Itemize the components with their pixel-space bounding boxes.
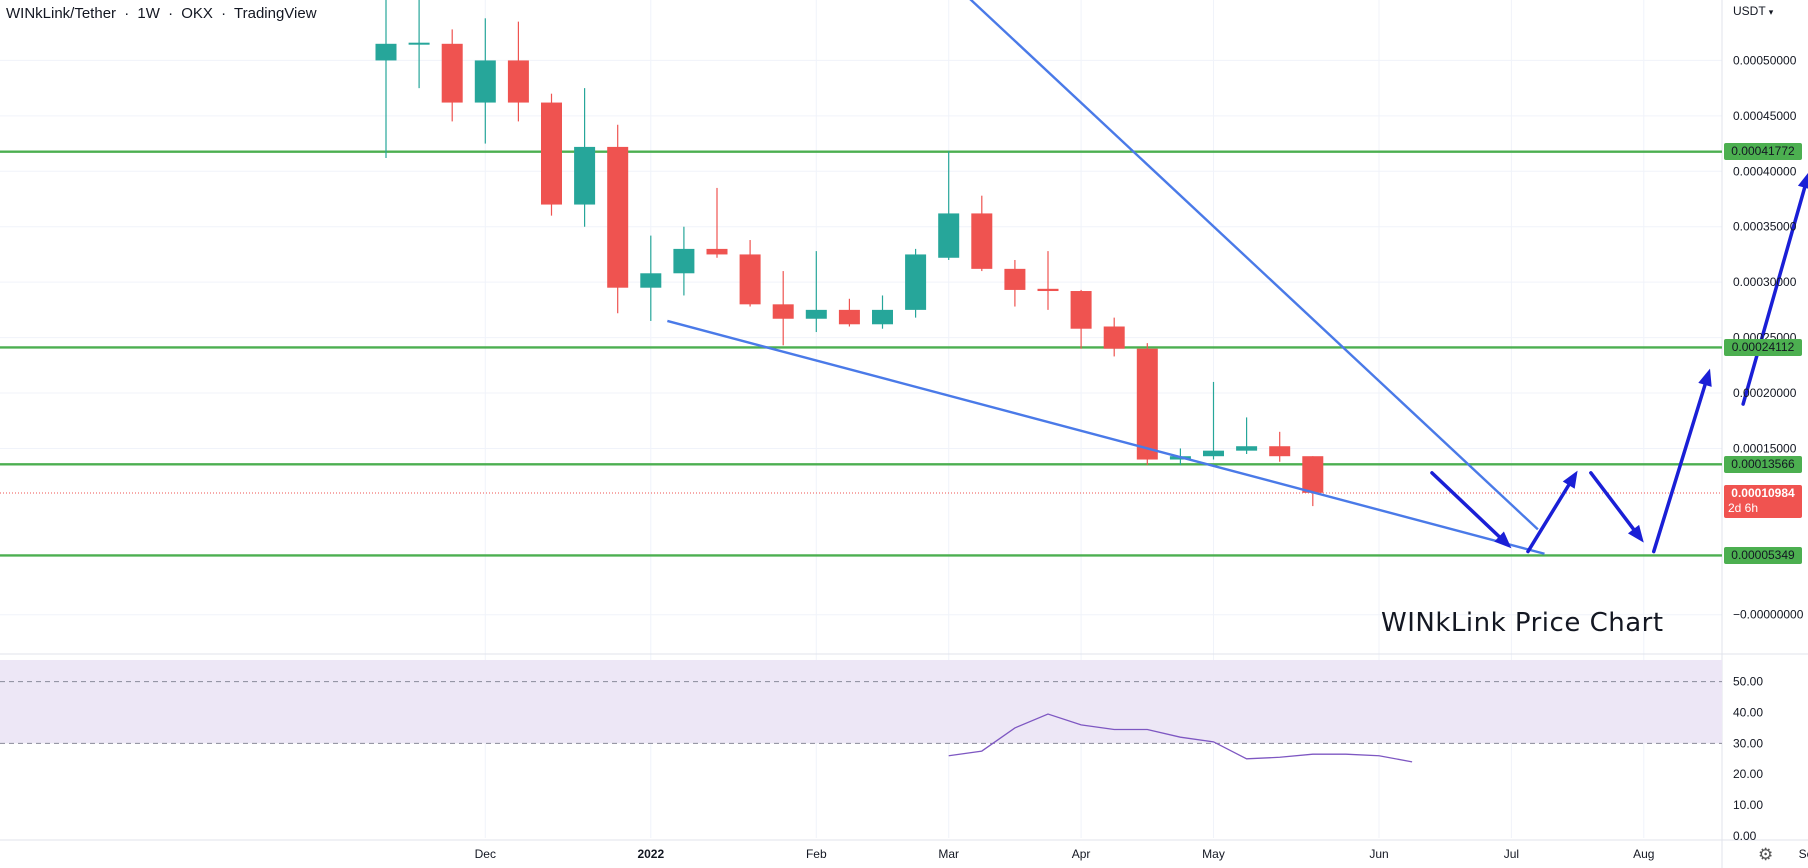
price-tick-label: 0.00040000 bbox=[1733, 164, 1797, 178]
rsi-tick-label: 10.00 bbox=[1733, 798, 1763, 812]
projection-arrow bbox=[1741, 185, 1807, 406]
platform-label: TradingView bbox=[234, 5, 317, 22]
candle-body bbox=[1269, 446, 1291, 457]
arrow-head bbox=[1627, 524, 1644, 543]
time-tick-label: 2022 bbox=[637, 847, 664, 861]
trendline bbox=[667, 319, 1545, 555]
candle-body bbox=[673, 248, 695, 274]
candle-body bbox=[375, 43, 397, 61]
rsi-tick-label: 20.00 bbox=[1733, 767, 1763, 781]
rsi-tick-label: 0.00 bbox=[1733, 829, 1757, 843]
level-price-badge: 0.00013566 bbox=[1724, 455, 1802, 473]
exchange-label: OKX bbox=[181, 5, 213, 22]
candle-body bbox=[1004, 268, 1026, 290]
candle-body bbox=[1203, 450, 1224, 457]
candle-body bbox=[872, 309, 893, 325]
rsi-tick-label: 50.00 bbox=[1733, 675, 1763, 689]
chart-caption: WINkLink Price Chart bbox=[1381, 608, 1664, 638]
header-separator: · bbox=[221, 5, 227, 22]
candle-body bbox=[640, 273, 662, 288]
rsi-tick-label: 40.00 bbox=[1733, 705, 1763, 719]
arrow-head bbox=[1797, 172, 1808, 189]
arrow-head bbox=[1494, 531, 1512, 549]
price-tick-label: 0.00035000 bbox=[1733, 220, 1797, 234]
price-tick-label: 0.00020000 bbox=[1733, 386, 1797, 400]
candle-body bbox=[1302, 456, 1324, 493]
candle-body bbox=[541, 102, 562, 205]
candle-body bbox=[971, 213, 993, 269]
gear-icon[interactable]: ⚙ bbox=[1758, 845, 1774, 864]
price-tick-label: −0.00000000 bbox=[1733, 608, 1804, 622]
trendline bbox=[969, 0, 1539, 531]
time-tick-label: Mar bbox=[938, 847, 959, 861]
rsi-line bbox=[948, 713, 1413, 763]
candle-body bbox=[1037, 288, 1059, 292]
candle-body bbox=[507, 60, 529, 103]
level-price-badge: 0.00024112 bbox=[1724, 338, 1802, 356]
currency-label: USDT bbox=[1733, 4, 1766, 18]
header-separator: · bbox=[168, 5, 174, 22]
header-separator: · bbox=[124, 5, 130, 22]
price-tick-label: 0.00045000 bbox=[1733, 109, 1797, 123]
candle-body bbox=[805, 309, 827, 319]
projection-arrow bbox=[1651, 383, 1707, 554]
currency-selector[interactable]: USDT ▾ bbox=[1733, 4, 1773, 18]
candle-body bbox=[1236, 446, 1258, 451]
time-tick-label: Dec bbox=[475, 847, 496, 861]
candle-body bbox=[408, 42, 430, 45]
time-tick-label: Sep bbox=[1799, 847, 1808, 861]
chevron-down-icon: ▾ bbox=[1768, 7, 1774, 17]
time-tick-label: Feb bbox=[806, 847, 827, 861]
candle-body bbox=[1070, 291, 1092, 329]
last-price-badge: 0.00010984 2d 6h bbox=[1724, 484, 1802, 518]
candle-body bbox=[1136, 348, 1158, 460]
projection-arrow bbox=[1589, 471, 1636, 531]
rsi-tick-label: 30.00 bbox=[1733, 736, 1763, 750]
symbol-pair[interactable]: WINkLink/Tether bbox=[6, 5, 117, 22]
arrow-head bbox=[1562, 470, 1578, 489]
time-tick-label: Jun bbox=[1369, 847, 1388, 861]
candle-body bbox=[1103, 326, 1125, 349]
time-tick-label: Jul bbox=[1504, 847, 1519, 861]
candle-body bbox=[772, 304, 794, 319]
candle-body bbox=[905, 254, 927, 310]
candle-body bbox=[474, 60, 496, 103]
candle-body bbox=[607, 146, 629, 288]
projection-arrow bbox=[1430, 471, 1501, 539]
chart-header: WINkLink/Tether · 1W · OKX · TradingView bbox=[6, 5, 317, 22]
time-tick-label: Apr bbox=[1072, 847, 1091, 861]
candle-body bbox=[938, 213, 960, 258]
bar-countdown: 2d 6h bbox=[1728, 500, 1759, 515]
last-price-value: 0.00010984 bbox=[1731, 485, 1795, 500]
time-tick-label: Aug bbox=[1633, 847, 1654, 861]
price-tick-label: 0.00050000 bbox=[1733, 53, 1797, 67]
price-tick-label: 0.00030000 bbox=[1733, 275, 1797, 289]
level-price-badge: 0.00005349 bbox=[1724, 546, 1802, 564]
arrow-head bbox=[1698, 368, 1712, 387]
projection-arrow bbox=[1526, 483, 1571, 554]
candle-body bbox=[441, 43, 463, 103]
price-tick-label: 0.00015000 bbox=[1733, 441, 1797, 455]
rsi-band bbox=[0, 660, 1722, 744]
candle-body bbox=[838, 309, 860, 325]
level-price-badge: 0.00041772 bbox=[1724, 143, 1802, 161]
candle-body bbox=[574, 146, 596, 205]
time-tick-label: May bbox=[1202, 847, 1225, 861]
interval-label[interactable]: 1W bbox=[137, 5, 160, 22]
candle-body bbox=[739, 254, 761, 305]
candle-body bbox=[706, 248, 728, 255]
